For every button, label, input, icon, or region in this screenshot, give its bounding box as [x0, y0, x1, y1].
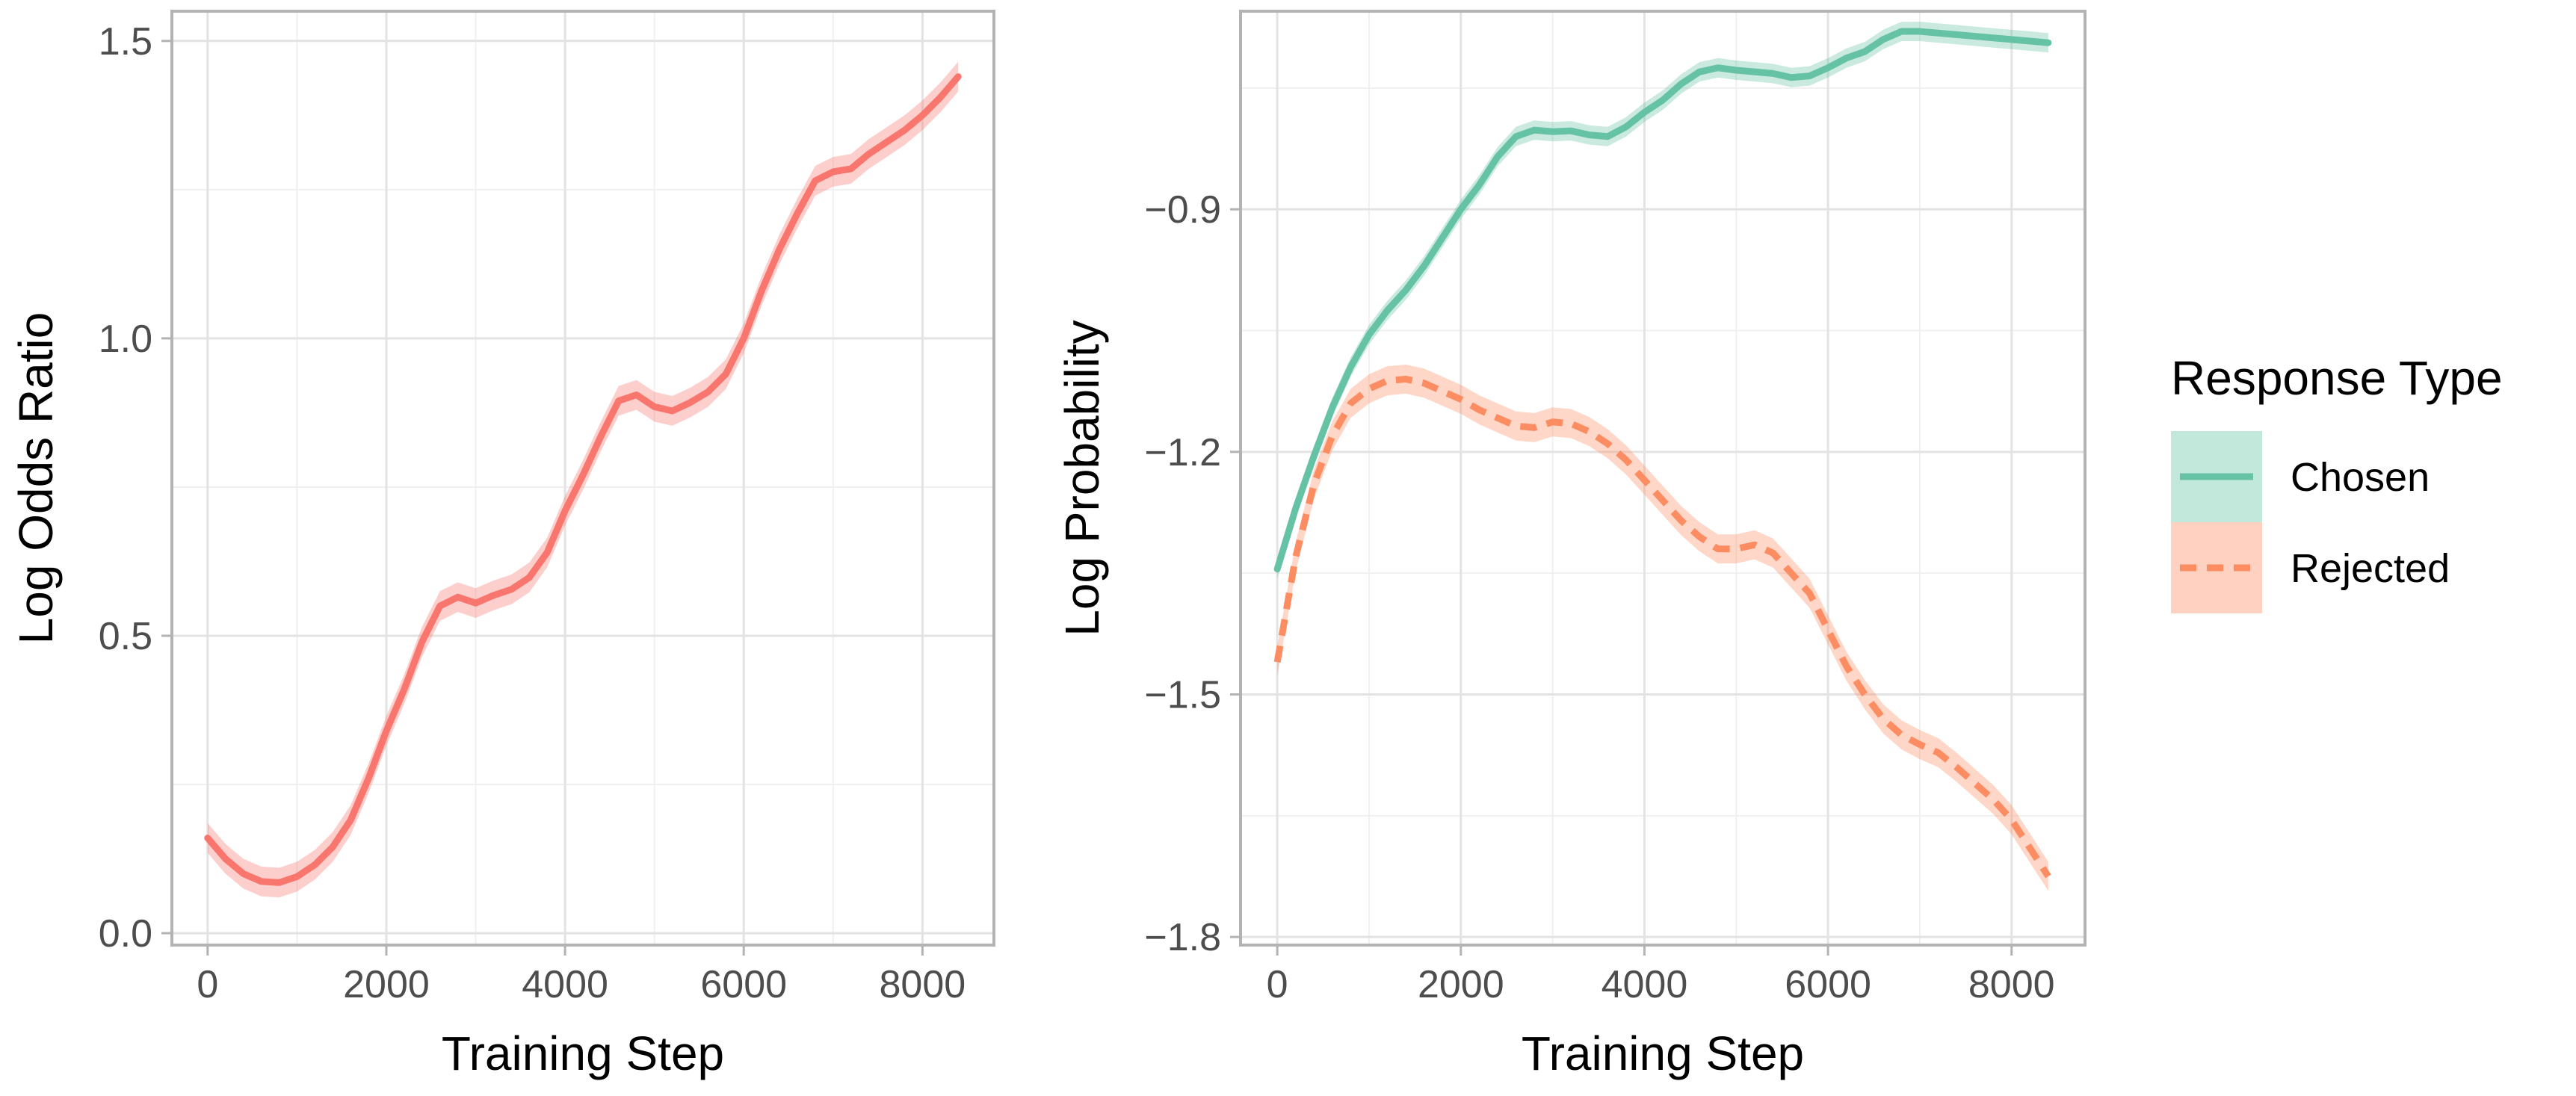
x-tick-label: 4000 [522, 963, 608, 1006]
series-rejected [1273, 364, 2051, 891]
y-tick-label: 0.5 [99, 615, 152, 658]
x-tick-label: 0 [1267, 963, 1288, 1006]
series-line-chosen [1273, 28, 2052, 573]
y-tick-label: −1.2 [1144, 431, 1221, 474]
y-tick-label: 1.0 [99, 318, 152, 361]
x-tick-label: 2000 [1418, 963, 1504, 1006]
series-odds [204, 61, 962, 898]
legend: Response Type Chosen Rejected [2171, 351, 2503, 613]
y-axis-title: Log Odds Ratio [9, 312, 63, 645]
y-tick-label: −1.8 [1144, 916, 1221, 959]
right-panel-log-probability: 0 2000 4000 6000 8000 −1.8 −1.5 −1.2 −0.9 Trainin… [1055, 10, 2087, 1080]
left-panel-log-odds-ratio: 0 2000 4000 6000 8000 0.0 0.5 1.0 1.5 Training St… [9, 10, 995, 1080]
panel-border [170, 10, 995, 947]
x-tick-label: 8000 [1968, 963, 2055, 1006]
minor-gridlines [1241, 11, 2085, 945]
confidence-band-rejected [1277, 364, 2048, 891]
x-axis-title: Training Step [1522, 1027, 1804, 1080]
legend-title: Response Type [2171, 351, 2503, 405]
major-gridlines [172, 11, 994, 945]
y-tick-label: −1.5 [1144, 674, 1221, 717]
legend-label-chosen: Chosen [2291, 455, 2430, 500]
series-line-odds [204, 73, 962, 886]
x-tick-label: 4000 [1601, 963, 1688, 1006]
legend-label-rejected: Rejected [2291, 546, 2450, 591]
minor-gridlines [172, 11, 994, 945]
x-tick-label: 8000 [880, 963, 966, 1006]
series-line-rejected [1273, 375, 2051, 879]
series-chosen [1273, 22, 2052, 579]
y-tick-label: −0.9 [1144, 188, 1221, 232]
x-tick-label: 6000 [700, 963, 787, 1006]
y-axis-title: Log Probability [1055, 320, 1109, 636]
y-tick-label: 0.0 [99, 912, 152, 956]
x-tick-label: 0 [197, 963, 218, 1006]
major-gridlines [1241, 11, 2085, 945]
y-tick-label: 1.5 [99, 20, 152, 64]
x-axis-title: Training Step [442, 1027, 724, 1080]
panel-border [1239, 10, 2087, 947]
x-tick-label: 2000 [343, 963, 430, 1006]
x-tick-label: 6000 [1785, 963, 1871, 1006]
